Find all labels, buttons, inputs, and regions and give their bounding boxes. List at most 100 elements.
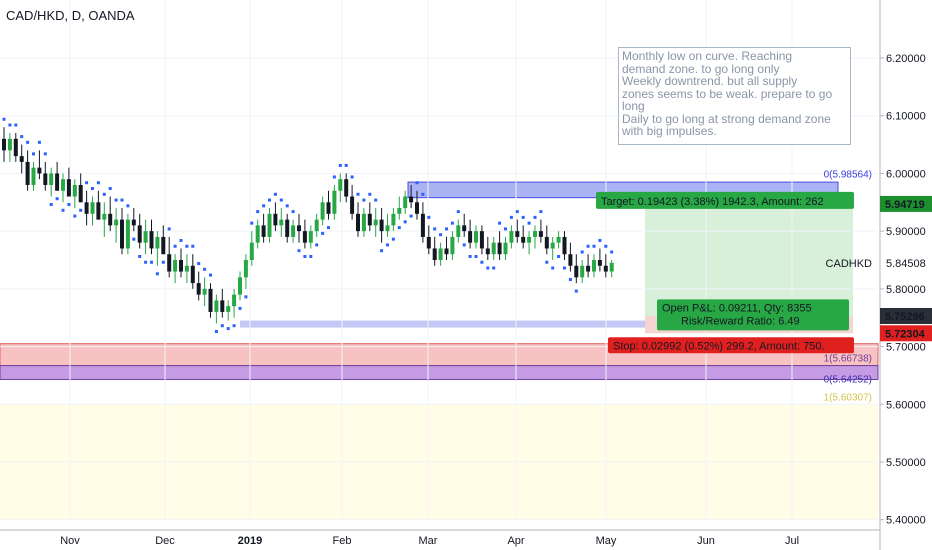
sar-dot <box>403 220 407 224</box>
candle-body <box>66 179 71 197</box>
sar-dot <box>226 327 230 331</box>
sar-dot <box>610 250 614 254</box>
candle-body <box>179 259 183 272</box>
note-line: Weekly downtrend. but all supply <box>622 74 798 88</box>
sar-dot <box>43 152 47 156</box>
sar-dot <box>209 273 212 277</box>
price-axis[interactable]: 6.20000 6.10000 6.00000 5.90000 5.80000 5.700… <box>879 0 932 550</box>
sar-dot <box>79 208 83 212</box>
candles-layer <box>2 127 614 324</box>
x-tick-label: May <box>596 535 617 547</box>
sar-dot <box>321 231 325 235</box>
x-tick-label: Dec <box>155 535 175 547</box>
candle-body <box>202 288 207 295</box>
candle-body <box>302 231 307 243</box>
sar-dot <box>167 227 171 231</box>
note-line: Daily to go long at strong demand zone <box>622 111 831 126</box>
candle-body <box>114 219 119 226</box>
candle-body <box>373 219 378 226</box>
sar-dot <box>173 244 177 248</box>
sar-dot <box>297 249 301 253</box>
sar-dot <box>327 226 330 230</box>
candle-body <box>361 213 366 232</box>
candle-body <box>379 219 384 232</box>
sar-dot <box>85 181 89 185</box>
sar-dot <box>492 266 496 270</box>
sar-dot <box>132 237 136 241</box>
sar-dot <box>409 214 413 218</box>
sar-dot <box>238 306 242 310</box>
sar-dot <box>285 204 289 208</box>
candle-body <box>356 213 360 232</box>
candle-body <box>432 248 437 260</box>
sar-dot <box>456 210 460 214</box>
sar-dot <box>250 221 254 225</box>
candle-body <box>326 202 331 214</box>
sar-dot <box>155 272 159 276</box>
y-tick-label: 5.40000 <box>886 515 926 527</box>
x-tick-label: Nov <box>60 535 80 547</box>
y-tick-label: 5.70000 <box>886 342 926 354</box>
sar-dot <box>144 260 148 264</box>
candle-body <box>143 231 148 243</box>
sar-dot <box>161 260 165 264</box>
candle-body <box>409 196 414 203</box>
candle-body <box>456 225 461 237</box>
candle-body <box>586 265 591 272</box>
sar-dot <box>362 198 366 202</box>
candle-body <box>149 231 154 249</box>
candle-body <box>249 242 254 260</box>
sar-dot <box>462 243 466 247</box>
sar-dot <box>604 244 608 248</box>
sar-dot <box>244 295 248 299</box>
candle-body <box>137 225 142 243</box>
x-tick-label: 2019 <box>238 535 262 547</box>
candle-body <box>503 242 508 255</box>
candle-body <box>37 167 42 174</box>
sar-dot <box>568 278 572 282</box>
candle-body <box>533 231 537 237</box>
sar-dot <box>533 215 537 219</box>
sar-dot <box>486 266 490 270</box>
sar-dot <box>61 208 65 212</box>
note-box[interactable]: Monthly low on curve. Reaching demand zo… <box>618 47 851 145</box>
y-tick-label: 5.50000 <box>886 457 926 469</box>
y-tick-label: 6.00000 <box>886 168 926 180</box>
sar-dot <box>350 175 354 179</box>
sar-dot <box>32 152 35 156</box>
sar-dot <box>197 262 201 266</box>
candle-body <box>479 231 484 249</box>
sar-dot <box>368 192 372 196</box>
sar-dot <box>108 187 112 191</box>
candle-body <box>314 219 319 232</box>
sar-dot <box>539 210 543 214</box>
candle-body <box>108 213 113 226</box>
candle-body <box>544 236 549 249</box>
candle-body <box>255 225 260 243</box>
candle-body <box>320 202 325 220</box>
sar-dot <box>214 329 218 333</box>
sar-dot <box>96 181 100 185</box>
candle-body <box>603 265 608 272</box>
sar-dot <box>268 198 271 202</box>
candle-body <box>444 248 449 255</box>
candle-body <box>125 219 130 249</box>
candle-body <box>450 236 455 255</box>
x-tick-label: Jul <box>785 535 799 547</box>
symbol-label: CADHKD <box>826 258 873 270</box>
candle-body <box>562 236 567 255</box>
candle-body <box>291 225 296 237</box>
sar-dot <box>445 227 448 231</box>
candle-body <box>308 231 313 243</box>
candle-body <box>403 196 408 209</box>
candle-body <box>438 248 443 260</box>
sar-dot <box>191 244 195 248</box>
candle-body <box>391 213 396 226</box>
time-axis[interactable]: Nov Dec 2019 Feb Mar Apr May Jun Jul <box>0 529 880 547</box>
target-area <box>645 203 853 317</box>
sar-dot <box>338 163 342 167</box>
target-label: Target: 0.19423 (3.38%) 1942.3, Amount: … <box>601 196 824 208</box>
candle-body <box>226 306 231 312</box>
note-line: zones seems to be weak. prepare to go <box>622 86 833 101</box>
